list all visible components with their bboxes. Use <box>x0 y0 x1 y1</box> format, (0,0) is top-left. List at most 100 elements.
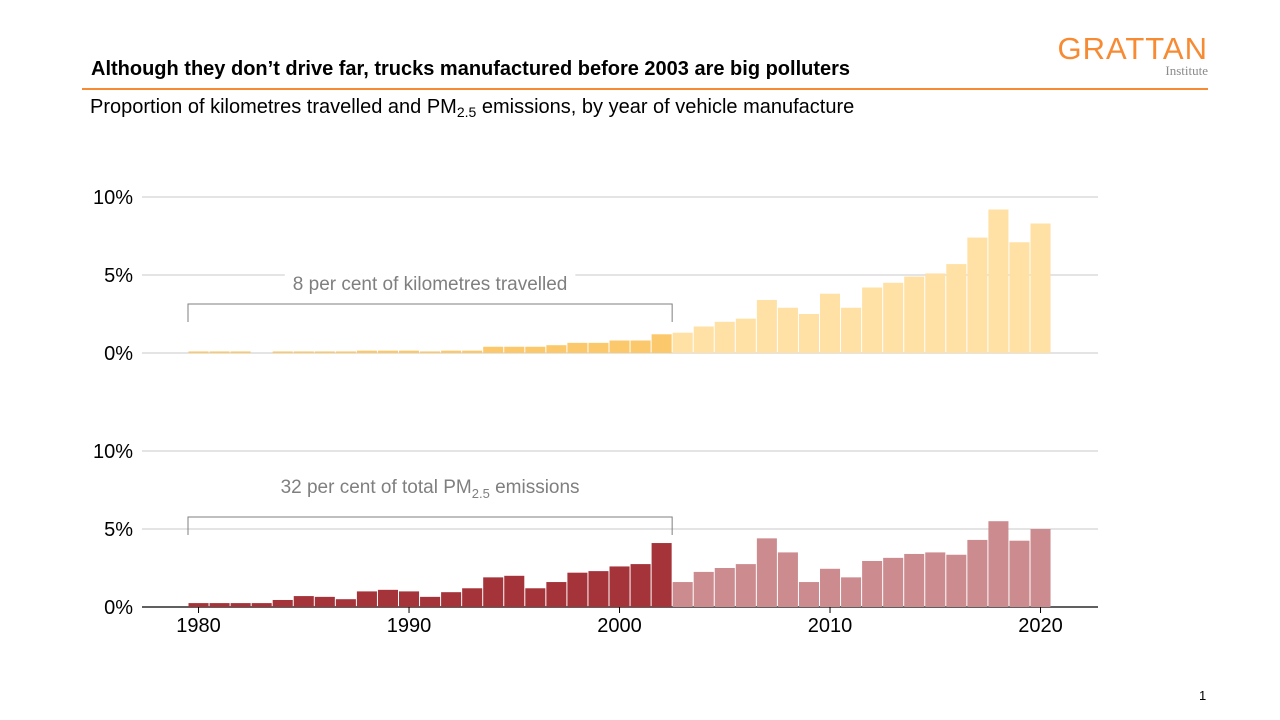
bar-top-2002 <box>651 334 672 353</box>
bar-top-1997 <box>546 345 567 353</box>
bar-top-2001 <box>630 340 651 353</box>
bar-bottom-1989 <box>377 589 398 607</box>
bar-top-1996 <box>525 346 546 353</box>
bar-bottom-2004 <box>693 571 714 607</box>
bar-top-1987 <box>335 351 356 353</box>
bar-top-1982 <box>230 351 251 353</box>
bar-top-2020 <box>1030 223 1051 353</box>
bar-bottom-2009 <box>798 582 819 607</box>
bar-bottom-1999 <box>588 571 609 607</box>
bar-bottom-2012 <box>862 560 883 607</box>
bar-top-1988 <box>356 350 377 353</box>
y-tick-label-top-2: 0% <box>104 343 133 365</box>
bar-top-2000 <box>609 340 630 353</box>
bar-bottom-2005 <box>714 568 735 607</box>
bar-bottom-1988 <box>356 591 377 607</box>
bar-bottom-1980 <box>188 603 209 607</box>
chart-subtitle: Proportion of kilometres travelled and P… <box>90 96 854 119</box>
subtitle-prefix: Proportion of kilometres travelled and P… <box>90 96 457 118</box>
bar-top-2016 <box>946 264 967 353</box>
bar-bottom-1998 <box>567 572 588 607</box>
bar-top-2011 <box>841 307 862 353</box>
bar-bottom-1991 <box>420 596 441 607</box>
bar-top-1995 <box>504 346 525 353</box>
bar-top-2010 <box>820 293 841 353</box>
bar-top-2007 <box>756 299 777 353</box>
bar-top-1993 <box>462 350 483 353</box>
bar-top-2012 <box>862 287 883 353</box>
bar-bottom-1994 <box>483 577 504 607</box>
bar-top-2004 <box>693 326 714 353</box>
bar-top-1981 <box>209 351 230 353</box>
bar-top-1984 <box>272 351 293 353</box>
x-tick-label-2010: 2010 <box>808 615 853 637</box>
bar-top-1999 <box>588 342 609 353</box>
bar-bottom-2014 <box>904 553 925 607</box>
bar-top-2018 <box>988 209 1009 353</box>
bracket-bottom <box>187 516 673 535</box>
x-tick-label-2020: 2020 <box>1018 615 1063 637</box>
bar-bottom-2000 <box>609 566 630 607</box>
bar-bottom-1992 <box>441 592 462 607</box>
bar-top-2013 <box>883 282 904 353</box>
subtitle-suffix: emissions, by year of vehicle manufactur… <box>476 96 855 118</box>
bracket-top <box>187 303 673 322</box>
x-tick-label-1990: 1990 <box>387 615 432 637</box>
bar-bottom-2017 <box>967 539 988 607</box>
bar-top-2006 <box>735 318 756 353</box>
bar-bottom-1996 <box>525 588 546 607</box>
bar-bottom-2008 <box>777 552 798 607</box>
bar-top-1992 <box>441 350 462 353</box>
bar-top-2008 <box>777 307 798 353</box>
y-tick-label-bottom-2: 0% <box>104 597 133 619</box>
bar-top-2017 <box>967 237 988 353</box>
bar-bottom-2018 <box>988 521 1009 607</box>
subtitle-subscript: 2.5 <box>456 104 477 120</box>
bar-top-1998 <box>567 342 588 353</box>
annotation-bg-bottom <box>272 475 588 503</box>
y-tick-label-top-0: 10% <box>93 187 133 209</box>
bar-top-2005 <box>714 321 735 353</box>
logo-word: GRATTAN <box>1057 31 1208 66</box>
bar-bottom-1981 <box>209 603 230 607</box>
bar-top-2015 <box>925 273 946 353</box>
bar-bottom-2003 <box>672 582 693 607</box>
title-rule <box>82 88 1208 90</box>
bar-top-1990 <box>399 350 420 353</box>
bar-bottom-2013 <box>883 557 904 607</box>
grattan-logo: GRATTAN Institute <box>1050 32 1210 82</box>
y-tick-label-top-1: 5% <box>104 265 133 287</box>
y-tick-label-bottom-1: 5% <box>104 519 133 541</box>
annotation-bottom: 32 per cent of total PM2.5 emissions <box>281 477 580 501</box>
bar-bottom-1984 <box>272 599 293 607</box>
page-number: 1 <box>1199 688 1207 703</box>
bar-bottom-2010 <box>820 568 841 607</box>
bar-bottom-1982 <box>230 603 251 607</box>
x-tick-label-2000: 2000 <box>597 615 642 637</box>
bar-top-1989 <box>377 350 398 353</box>
bar-top-1985 <box>293 351 314 353</box>
bar-top-1994 <box>483 346 504 353</box>
bar-top-2009 <box>798 314 819 353</box>
annotation-top: 8 per cent of kilometres travelled <box>293 274 568 295</box>
bar-bottom-2011 <box>841 577 862 607</box>
bar-bottom-1986 <box>314 596 335 607</box>
bar-bottom-1990 <box>399 591 420 607</box>
bar-top-1986 <box>314 351 335 353</box>
bar-top-2019 <box>1009 242 1030 353</box>
x-tick-label-1980: 1980 <box>176 615 221 637</box>
bar-bottom-2016 <box>946 554 967 607</box>
annotation-bg-top <box>284 272 576 297</box>
bar-bottom-2002 <box>651 543 672 607</box>
bar-bottom-2006 <box>735 564 756 607</box>
bar-bottom-1983 <box>251 603 272 607</box>
bar-top-1991 <box>420 351 441 353</box>
bar-bottom-1997 <box>546 582 567 607</box>
bar-bottom-1993 <box>462 588 483 607</box>
bar-bottom-1995 <box>504 575 525 607</box>
bar-bottom-2020 <box>1030 529 1051 607</box>
chart-title: Although they don’t drive far, trucks ma… <box>91 58 851 80</box>
y-tick-label-bottom-0: 10% <box>93 441 133 463</box>
bar-bottom-1985 <box>293 596 314 607</box>
